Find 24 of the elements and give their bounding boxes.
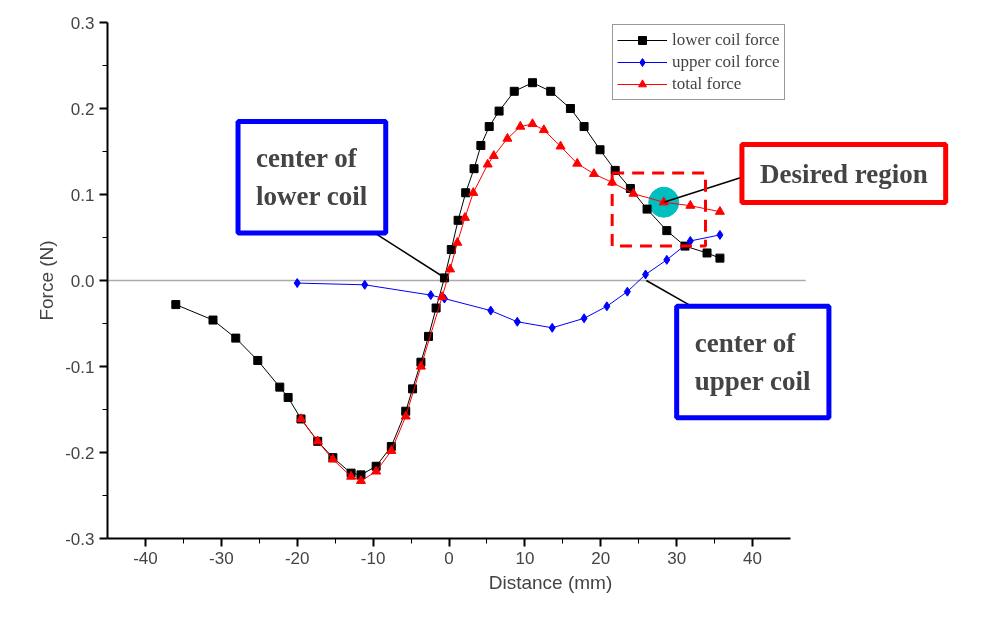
x-tick-label: 20	[591, 548, 611, 568]
y-tick-label: 0.3	[70, 13, 95, 33]
legend-label: upper coil force	[672, 51, 780, 73]
x-tick-label: 10	[515, 548, 535, 568]
y-tick-label: -0.1	[65, 357, 95, 377]
annotation: center of lower coil	[256, 143, 368, 211]
x-tick-label: -30	[209, 548, 234, 568]
x-tick-label: -20	[284, 548, 310, 568]
x-tick-label: -40	[133, 548, 158, 568]
x-tick-label: -10	[360, 548, 386, 568]
annotation: center of upper coil	[694, 328, 811, 396]
x-axis-title: Distance (mm)	[488, 571, 613, 593]
y-tick-label: 0.0	[70, 271, 95, 291]
x-tick-label: 30	[667, 548, 687, 568]
x-tick-label: 40	[743, 548, 763, 568]
y-axis-title: Force (N)	[36, 240, 58, 321]
x-tick-label: 0	[444, 548, 454, 568]
y-tick-label: -0.3	[65, 529, 95, 549]
y-tick-label: 0.1	[70, 185, 95, 205]
annotation: Desired region	[759, 158, 928, 189]
legend-label: lower coil force	[672, 29, 780, 51]
legend-label: total force	[672, 73, 742, 95]
y-tick-label: 0.2	[70, 99, 95, 119]
y-tick-label: -0.2	[65, 443, 95, 463]
